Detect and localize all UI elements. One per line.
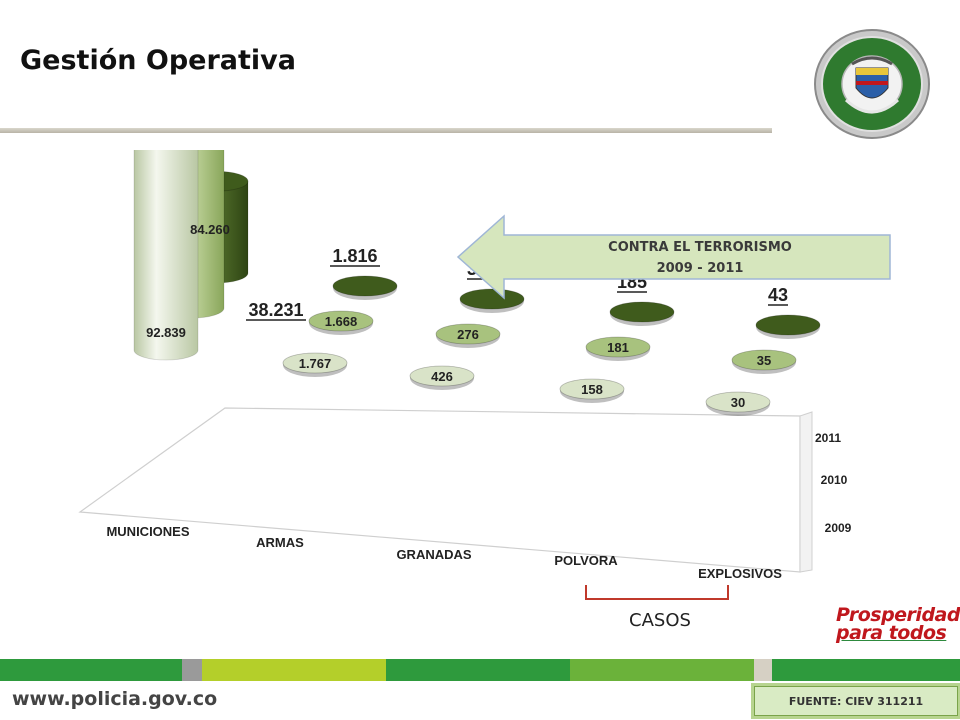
chart-data-label: 92.839 [146, 325, 186, 340]
chart-series-label: 2009 [825, 521, 852, 535]
chart-bar-disc [308, 310, 374, 332]
police-seal-logo [814, 29, 930, 139]
chart-data-label: 30 [731, 395, 745, 410]
arrow-line-1: CONTRA EL TERRORISMO [608, 240, 792, 255]
chart-bar-disc [282, 352, 348, 374]
chart-bar-disc [585, 336, 651, 358]
chart-area: 92.839 1.767 426 158 30 84.260 1.668 276 181 35 38… [78, 150, 852, 581]
chart-bar-disc [755, 314, 821, 336]
chart-data-label: 1.816 [332, 246, 377, 266]
chart-bar [133, 150, 199, 361]
casos-bracket [585, 585, 729, 600]
chart-bar-disc [332, 275, 398, 297]
chart-bar-disc [559, 378, 625, 400]
footer-strip-segment [202, 659, 386, 681]
chart-series-label: 2011 [815, 431, 841, 445]
chart-bar-disc [705, 391, 771, 413]
casos-label: CASOS [629, 610, 691, 631]
prosperidad-logo: Prosperidad para todos [836, 604, 960, 644]
chart-data-label: 84.260 [190, 222, 230, 237]
chart-floor-side [799, 411, 813, 573]
chart-data-label: 35 [757, 353, 771, 368]
chart-bar-disc [459, 288, 525, 310]
chart-category-label: GRANADAS [396, 547, 471, 562]
footer-strip-segment [386, 659, 570, 681]
arrow-callout [456, 214, 891, 300]
chart-data-label: 43 [768, 285, 788, 305]
footer-strip-segment [0, 659, 182, 681]
website-link[interactable]: www.policia.gov.co [12, 688, 218, 710]
arrow-line-2: 2009 - 2011 [656, 261, 744, 276]
arrow-callout-text: CONTRA EL TERRORISMO 2009 - 2011 [520, 237, 880, 279]
prosperidad-line-1: Prosperidad [836, 604, 960, 626]
chart-category-label: POLVORA [554, 553, 618, 568]
chart-data-label: 181 [607, 340, 629, 355]
chart-data-label: 38.231 [248, 300, 303, 320]
chart-data-label: 1.767 [299, 356, 332, 371]
chart-data-label: 158 [581, 382, 603, 397]
chart-series-label: 2010 [821, 473, 848, 487]
footer-color-strip [0, 659, 960, 681]
footer-strip-segment [182, 659, 202, 681]
chart-bar-disc [409, 365, 475, 387]
chart-category-label: ARMAS [256, 535, 304, 550]
chart-bar-disc [731, 349, 797, 371]
chart-data-label: 426 [431, 369, 453, 384]
chart-category-label: MUNICIONES [106, 524, 189, 539]
title-divider [0, 128, 772, 133]
prosperidad-line-2: para todos [836, 622, 947, 644]
footer-strip-segment [754, 659, 772, 681]
page-title: Gestión Operativa [20, 45, 296, 76]
chart-category-label: EXPLOSIVOS [698, 566, 782, 581]
chart-bar-disc [609, 301, 675, 323]
chart-data-label: 1.668 [325, 314, 358, 329]
footer-strip-segment [772, 659, 960, 681]
chart-bar-disc [435, 323, 501, 345]
chart-data-label: 276 [457, 327, 479, 342]
footer-strip-segment [570, 659, 754, 681]
source-box: FUENTE: CIEV 311211 [754, 686, 958, 716]
